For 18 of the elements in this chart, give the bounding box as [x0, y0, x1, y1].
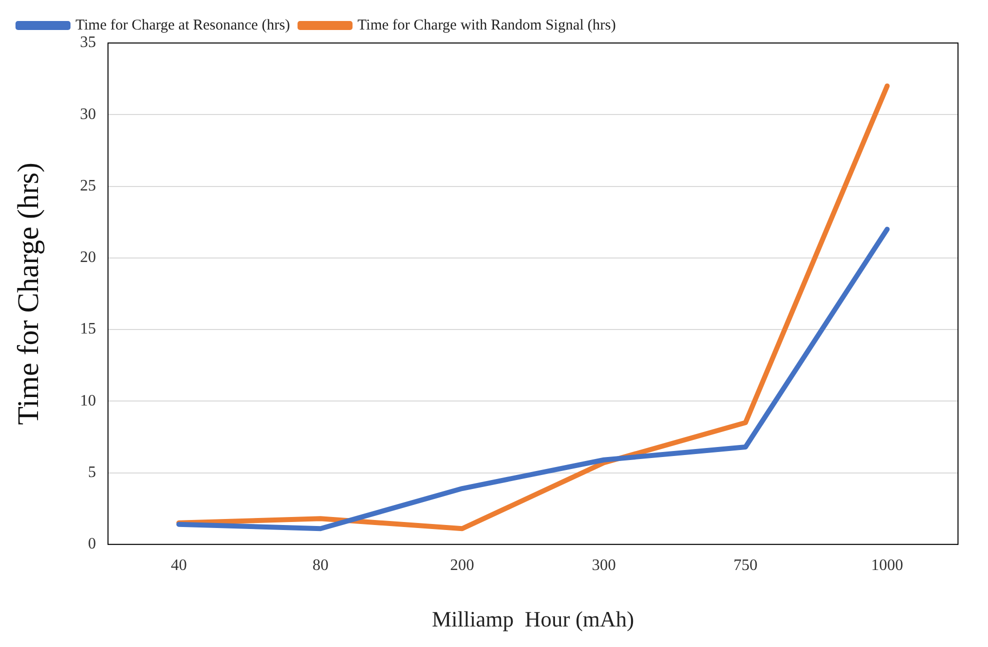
y-tick-label: 25: [80, 177, 96, 194]
x-tick-label: 40: [170, 557, 187, 574]
y-tick-label: 10: [80, 392, 96, 410]
x-tick-label: 1000: [871, 557, 904, 574]
x-tick-label: 300: [592, 557, 616, 574]
legend-label: Time for Charge with Random Signal (hrs): [358, 17, 616, 34]
y-tick-label: 0: [88, 536, 96, 553]
x-tick-label: 750: [734, 557, 758, 574]
y-tick-label: 15: [80, 320, 96, 338]
y-tick-label: 30: [80, 106, 96, 123]
x-tick-label: 80: [312, 557, 328, 574]
y-axis-title: Time for Charge (hrs): [12, 162, 45, 425]
legend-label: Time for Charge at Resonance (hrs): [76, 17, 290, 34]
x-axis-title: Milliamp Hour (mAh): [432, 606, 634, 632]
y-tick-label: 5: [88, 464, 96, 481]
y-tick-label: 35: [80, 34, 96, 52]
y-tick-label: 20: [80, 249, 96, 266]
x-tick-label: 200: [450, 557, 474, 574]
